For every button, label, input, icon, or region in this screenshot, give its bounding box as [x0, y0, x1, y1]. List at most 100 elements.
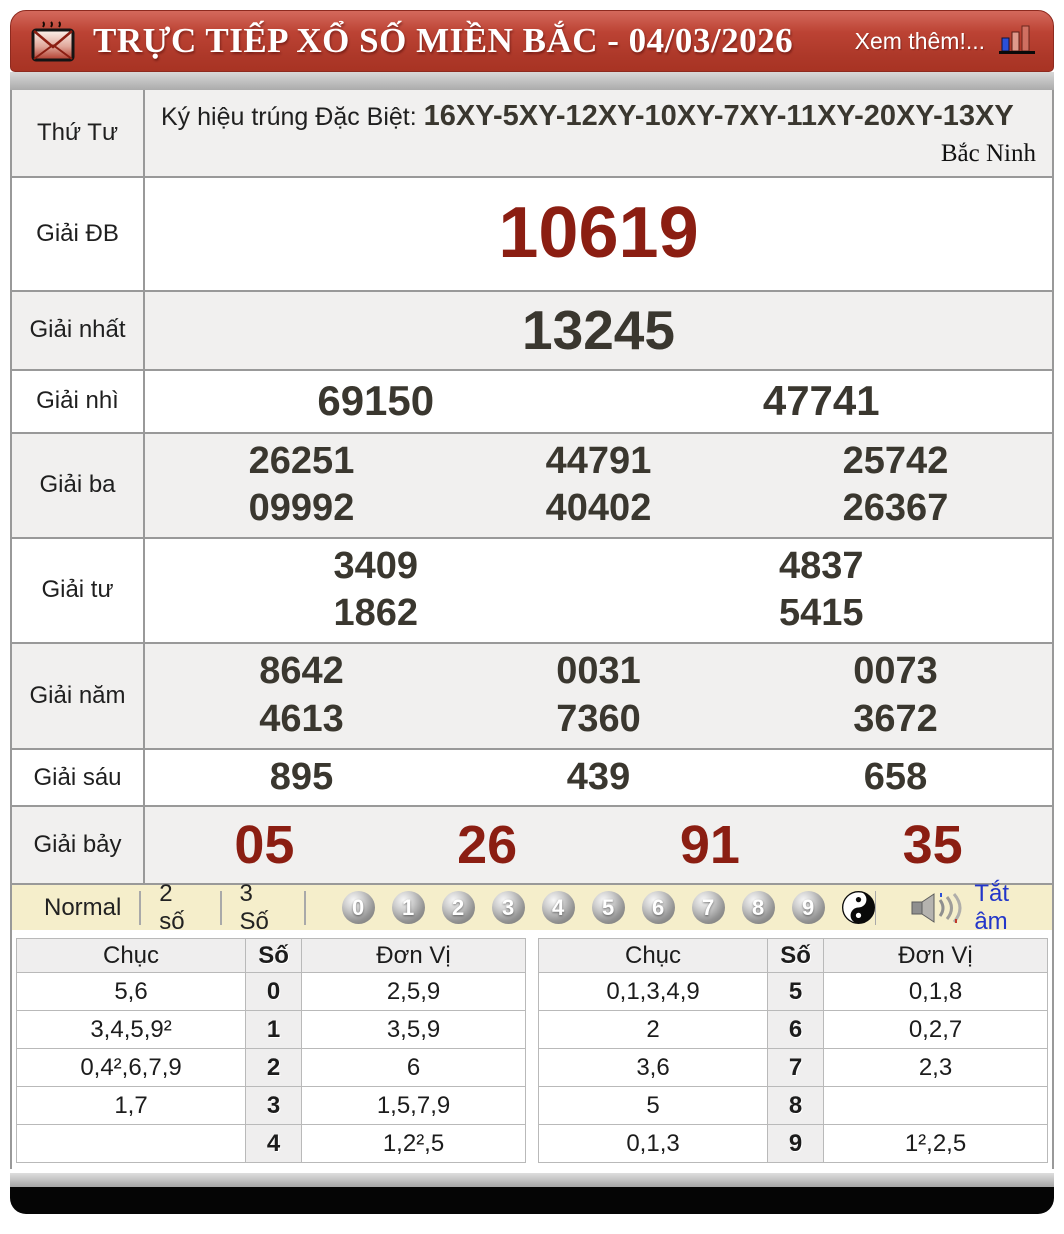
- prize-number: 26: [457, 814, 518, 875]
- tens-cell: 0,1,3,4,9: [537, 972, 769, 1012]
- speaker-icon[interactable]: [910, 892, 964, 924]
- table-row: 4 1,2²,5: [15, 1124, 526, 1164]
- tens-cell: 0,4²,6,7,9: [15, 1048, 247, 1088]
- mode-2-digits[interactable]: 2 số: [159, 879, 185, 935]
- units-cell: 0,2,7: [823, 1010, 1048, 1050]
- prize-number: 09992: [248, 487, 355, 530]
- mode-3-digits[interactable]: 3 Số: [239, 879, 269, 935]
- prize-number: 44791: [545, 439, 652, 482]
- table-row: 0,1,3 9 1²,2,5: [537, 1124, 1048, 1164]
- digit-cell: 5: [767, 972, 825, 1012]
- column-header: Số: [245, 938, 303, 974]
- footer-shadow-strip: [10, 1173, 1054, 1188]
- prize-number: 4837: [778, 544, 864, 587]
- digit-balls: 0 1 2 3 4 5 6 7 8 9: [341, 891, 875, 925]
- table-row: 5 8: [537, 1086, 1048, 1126]
- units-cell: 2,5,9: [301, 972, 526, 1012]
- prize-number: 4613: [259, 697, 344, 740]
- ball-0[interactable]: 0: [341, 891, 375, 925]
- see-more-link[interactable]: Xem thêm!...: [854, 27, 985, 54]
- stats-table-left: Chục Số Đơn Vị 5,6 0 2,5,9 3,4,5,9² 1 3,…: [15, 938, 526, 1164]
- tens-cell: 5,6: [15, 972, 247, 1012]
- weekday-label: Thứ Tư: [12, 90, 145, 176]
- digit-cell: 8: [767, 1086, 825, 1126]
- prize-number: 35: [902, 814, 963, 875]
- digit-cell: 3: [245, 1086, 303, 1126]
- units-cell: [823, 1086, 1048, 1126]
- units-cell: 6: [301, 1048, 526, 1088]
- units-cell: 3,5,9: [301, 1010, 526, 1050]
- table-row: 0,1,3,4,9 5 0,1,8: [537, 972, 1048, 1012]
- divider: [303, 890, 306, 925]
- prize-label: Giải tư: [12, 538, 145, 642]
- ball-4[interactable]: 4: [541, 891, 575, 925]
- header-bar: TRỰC TIẾP XỔ SỐ MIỀN BẮC - 04/03/2026 Xe…: [10, 10, 1054, 72]
- prize-number: 25742: [842, 439, 949, 482]
- tens-cell: 5: [537, 1086, 769, 1126]
- prize-row-fifth: Giải năm 8642 0031 0073 4613 7360 3672: [12, 641, 1052, 748]
- prize-number: 26367: [842, 487, 949, 530]
- units-cell: 0,1,8: [823, 972, 1048, 1012]
- prize-label: Giải ĐB: [12, 178, 145, 290]
- divider: [219, 890, 222, 925]
- prize-number: 0073: [853, 650, 938, 693]
- tens-cell: 2: [537, 1010, 769, 1050]
- prize-number: 0031: [556, 650, 641, 693]
- special-symbol-cell: Ký hiệu trúng Đặc Biệt: 16XY-5XY-12XY-10…: [145, 90, 1052, 176]
- prize-number: 7360: [556, 697, 641, 740]
- units-cell: 1,5,7,9: [301, 1086, 526, 1126]
- column-header: Chục: [15, 938, 247, 974]
- prize-label: Giải năm: [12, 643, 145, 748]
- column-header: Đơn Vị: [823, 938, 1048, 974]
- results-frame: Thứ Tư Ký hiệu trúng Đặc Biệt: 16XY-5XY-…: [10, 90, 1054, 1170]
- mode-normal[interactable]: Normal: [44, 893, 122, 921]
- prize-row-third: Giải ba 26251 44791 25742 09992 40402 26…: [12, 431, 1052, 537]
- column-header: Đơn Vị: [301, 938, 526, 974]
- sound-control: Tắt âm: [874, 879, 1038, 936]
- mute-button[interactable]: Tắt âm: [974, 879, 1009, 935]
- head-tail-stats: Chục Số Đơn Vị 5,6 0 2,5,9 3,4,5,9² 1 3,…: [12, 930, 1052, 1170]
- page-title: TRỰC TIẾP XỔ SỐ MIỀN BẮC - 04/03/2026: [93, 21, 794, 60]
- table-row: 3,4,5,9² 1 3,5,9: [15, 1010, 526, 1050]
- prize-row-seventh: Giải bảy 05 26 91 35: [12, 805, 1052, 884]
- prize-number: 91: [679, 814, 740, 875]
- units-cell: 1,2²,5: [301, 1124, 526, 1164]
- prize-number: 10619: [498, 193, 699, 274]
- prize-number: 1862: [333, 592, 419, 635]
- prize-number: 47741: [762, 377, 880, 424]
- yin-yang-icon[interactable]: [841, 891, 875, 925]
- prize-number: 658: [863, 755, 928, 798]
- table-row: 3,6 7 2,3: [537, 1048, 1048, 1088]
- ball-3[interactable]: 3: [491, 891, 525, 925]
- ball-5[interactable]: 5: [591, 891, 625, 925]
- envelope-icon: [29, 16, 79, 66]
- prize-number: 13245: [522, 299, 675, 361]
- divider: [874, 890, 877, 925]
- prize-row-second: Giải nhì 69150 47741: [12, 368, 1052, 432]
- ball-8[interactable]: 8: [741, 891, 775, 925]
- toolbar: Normal 2 số 3 Số 0 1 2 3 4 5 6 7 8 9: [12, 880, 1052, 935]
- column-header: Chục: [537, 938, 769, 974]
- ball-7[interactable]: 7: [691, 891, 725, 925]
- bar-chart-icon[interactable]: [999, 25, 1035, 57]
- ball-2[interactable]: 2: [441, 891, 475, 925]
- units-cell: 1²,2,5: [823, 1124, 1048, 1164]
- column-header: Số: [767, 938, 825, 974]
- prize-number: 3409: [333, 544, 419, 587]
- tens-cell: 3,6: [537, 1048, 769, 1088]
- prize-row-sixth: Giải sáu 895 439 658: [12, 747, 1052, 806]
- prize-number: 8642: [259, 650, 344, 693]
- ball-6[interactable]: 6: [641, 891, 675, 925]
- stats-table-right: Chục Số Đơn Vị 0,1,3,4,9 5 0,1,8 2 6 0,2…: [537, 938, 1048, 1164]
- tens-cell: 0,1,3: [537, 1124, 769, 1164]
- symbol-label: Ký hiệu trúng Đặc Biệt:: [161, 103, 417, 131]
- prize-number: 439: [566, 755, 631, 798]
- ball-9[interactable]: 9: [791, 891, 825, 925]
- ball-1[interactable]: 1: [391, 891, 425, 925]
- divider: [139, 890, 142, 925]
- prize-number: 3672: [853, 697, 938, 740]
- digit-cell: 6: [767, 1010, 825, 1050]
- table-row: 0,4²,6,7,9 2 6: [15, 1048, 526, 1088]
- prize-label: Giải sáu: [12, 749, 145, 806]
- prize-label: Giải nhất: [12, 292, 145, 369]
